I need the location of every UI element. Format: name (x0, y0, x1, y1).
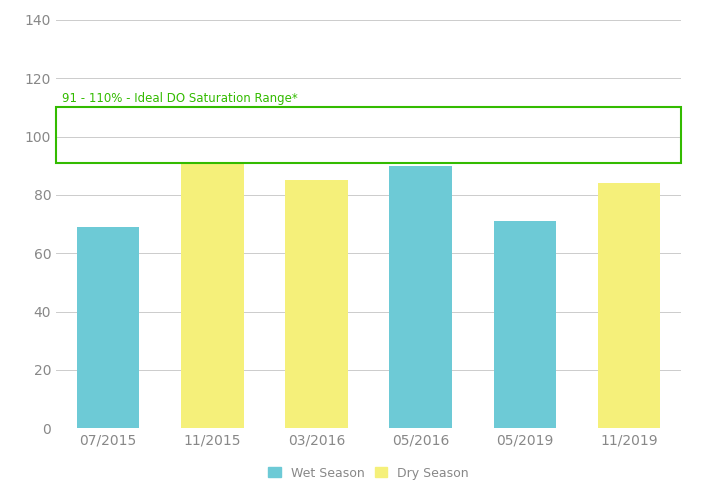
Bar (77, 227, 140, 428)
Legend: Wet Season, Dry Season: Wet Season, Dry Season (265, 463, 472, 483)
Bar (181, 163, 244, 428)
Bar (494, 221, 556, 428)
Bar (597, 183, 660, 428)
Bar (390, 166, 452, 428)
Text: 91 - 110% - Ideal DO Saturation Range*: 91 - 110% - Ideal DO Saturation Range* (62, 93, 298, 106)
Bar (285, 180, 347, 428)
